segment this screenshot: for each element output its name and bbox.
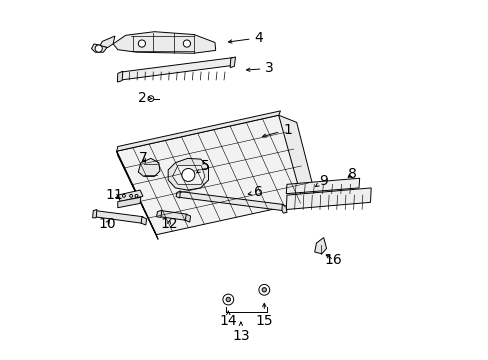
Circle shape (262, 288, 266, 292)
Polygon shape (121, 58, 232, 80)
Circle shape (129, 194, 132, 197)
Polygon shape (117, 115, 316, 235)
Polygon shape (314, 238, 326, 254)
Polygon shape (113, 32, 215, 53)
Polygon shape (285, 188, 370, 210)
Polygon shape (179, 192, 283, 211)
Text: 16: 16 (324, 253, 342, 267)
Polygon shape (141, 217, 146, 225)
Polygon shape (282, 204, 286, 213)
Polygon shape (117, 71, 122, 82)
Polygon shape (117, 111, 280, 151)
Text: 8: 8 (347, 167, 356, 180)
Polygon shape (118, 197, 141, 208)
Polygon shape (168, 158, 208, 190)
Text: 12: 12 (160, 217, 177, 231)
Text: 7: 7 (138, 151, 147, 165)
Polygon shape (230, 57, 235, 68)
Polygon shape (176, 191, 180, 198)
Polygon shape (92, 210, 97, 218)
Text: 2: 2 (137, 91, 152, 105)
Circle shape (95, 45, 102, 52)
Polygon shape (117, 151, 158, 239)
Polygon shape (160, 211, 186, 220)
Circle shape (183, 40, 190, 47)
Circle shape (135, 194, 138, 197)
Polygon shape (172, 166, 204, 184)
Text: 6: 6 (248, 185, 263, 198)
Circle shape (258, 284, 269, 295)
Text: 5: 5 (196, 159, 209, 173)
Text: 4: 4 (228, 31, 263, 45)
Text: 15: 15 (255, 303, 273, 328)
Text: 9: 9 (315, 174, 327, 188)
Circle shape (148, 96, 153, 102)
Text: 1: 1 (262, 123, 291, 137)
Text: 14: 14 (219, 311, 237, 328)
Text: 3: 3 (246, 62, 273, 75)
Polygon shape (156, 210, 162, 217)
Polygon shape (118, 190, 142, 202)
Circle shape (225, 297, 230, 302)
Polygon shape (94, 211, 142, 223)
Circle shape (223, 294, 233, 305)
Circle shape (138, 40, 145, 47)
Polygon shape (278, 115, 316, 200)
Text: 13: 13 (232, 322, 249, 342)
Polygon shape (185, 214, 190, 222)
Circle shape (182, 168, 194, 181)
Polygon shape (100, 36, 115, 48)
Polygon shape (91, 44, 107, 52)
Text: 11: 11 (105, 188, 123, 202)
Polygon shape (285, 178, 359, 194)
Polygon shape (138, 158, 160, 176)
Circle shape (122, 194, 125, 197)
Text: 10: 10 (98, 217, 116, 231)
